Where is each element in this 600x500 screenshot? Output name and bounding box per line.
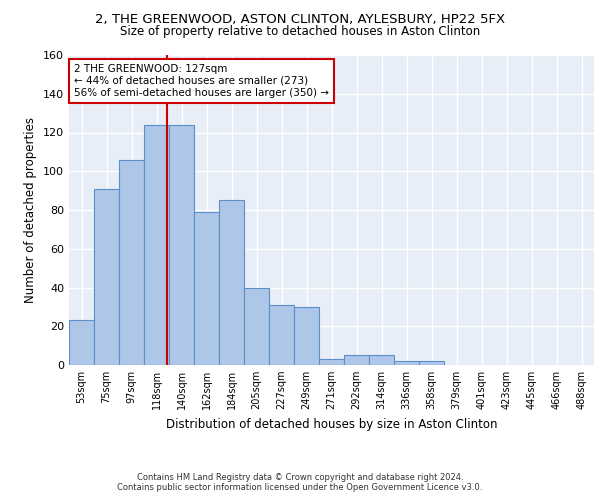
Text: 2, THE GREENWOOD, ASTON CLINTON, AYLESBURY, HP22 5FX: 2, THE GREENWOOD, ASTON CLINTON, AYLESBU… [95, 12, 505, 26]
Bar [319, 359, 344, 365]
Text: Contains HM Land Registry data © Crown copyright and database right 2024.
Contai: Contains HM Land Registry data © Crown c… [118, 473, 482, 492]
Bar [194, 212, 219, 365]
Text: 2 THE GREENWOOD: 127sqm
← 44% of detached houses are smaller (273)
56% of semi-d: 2 THE GREENWOOD: 127sqm ← 44% of detache… [74, 64, 329, 98]
Bar [394, 361, 419, 365]
Bar [369, 356, 394, 365]
Bar [269, 305, 294, 365]
Bar [169, 124, 194, 365]
Bar [69, 320, 94, 365]
Y-axis label: Number of detached properties: Number of detached properties [25, 117, 37, 303]
Bar [244, 288, 269, 365]
Bar [294, 307, 319, 365]
Bar [94, 188, 119, 365]
Bar [344, 356, 369, 365]
X-axis label: Distribution of detached houses by size in Aston Clinton: Distribution of detached houses by size … [166, 418, 497, 430]
Bar [144, 124, 169, 365]
Bar [419, 361, 444, 365]
Bar [219, 200, 244, 365]
Text: Size of property relative to detached houses in Aston Clinton: Size of property relative to detached ho… [120, 25, 480, 38]
Bar [119, 160, 144, 365]
